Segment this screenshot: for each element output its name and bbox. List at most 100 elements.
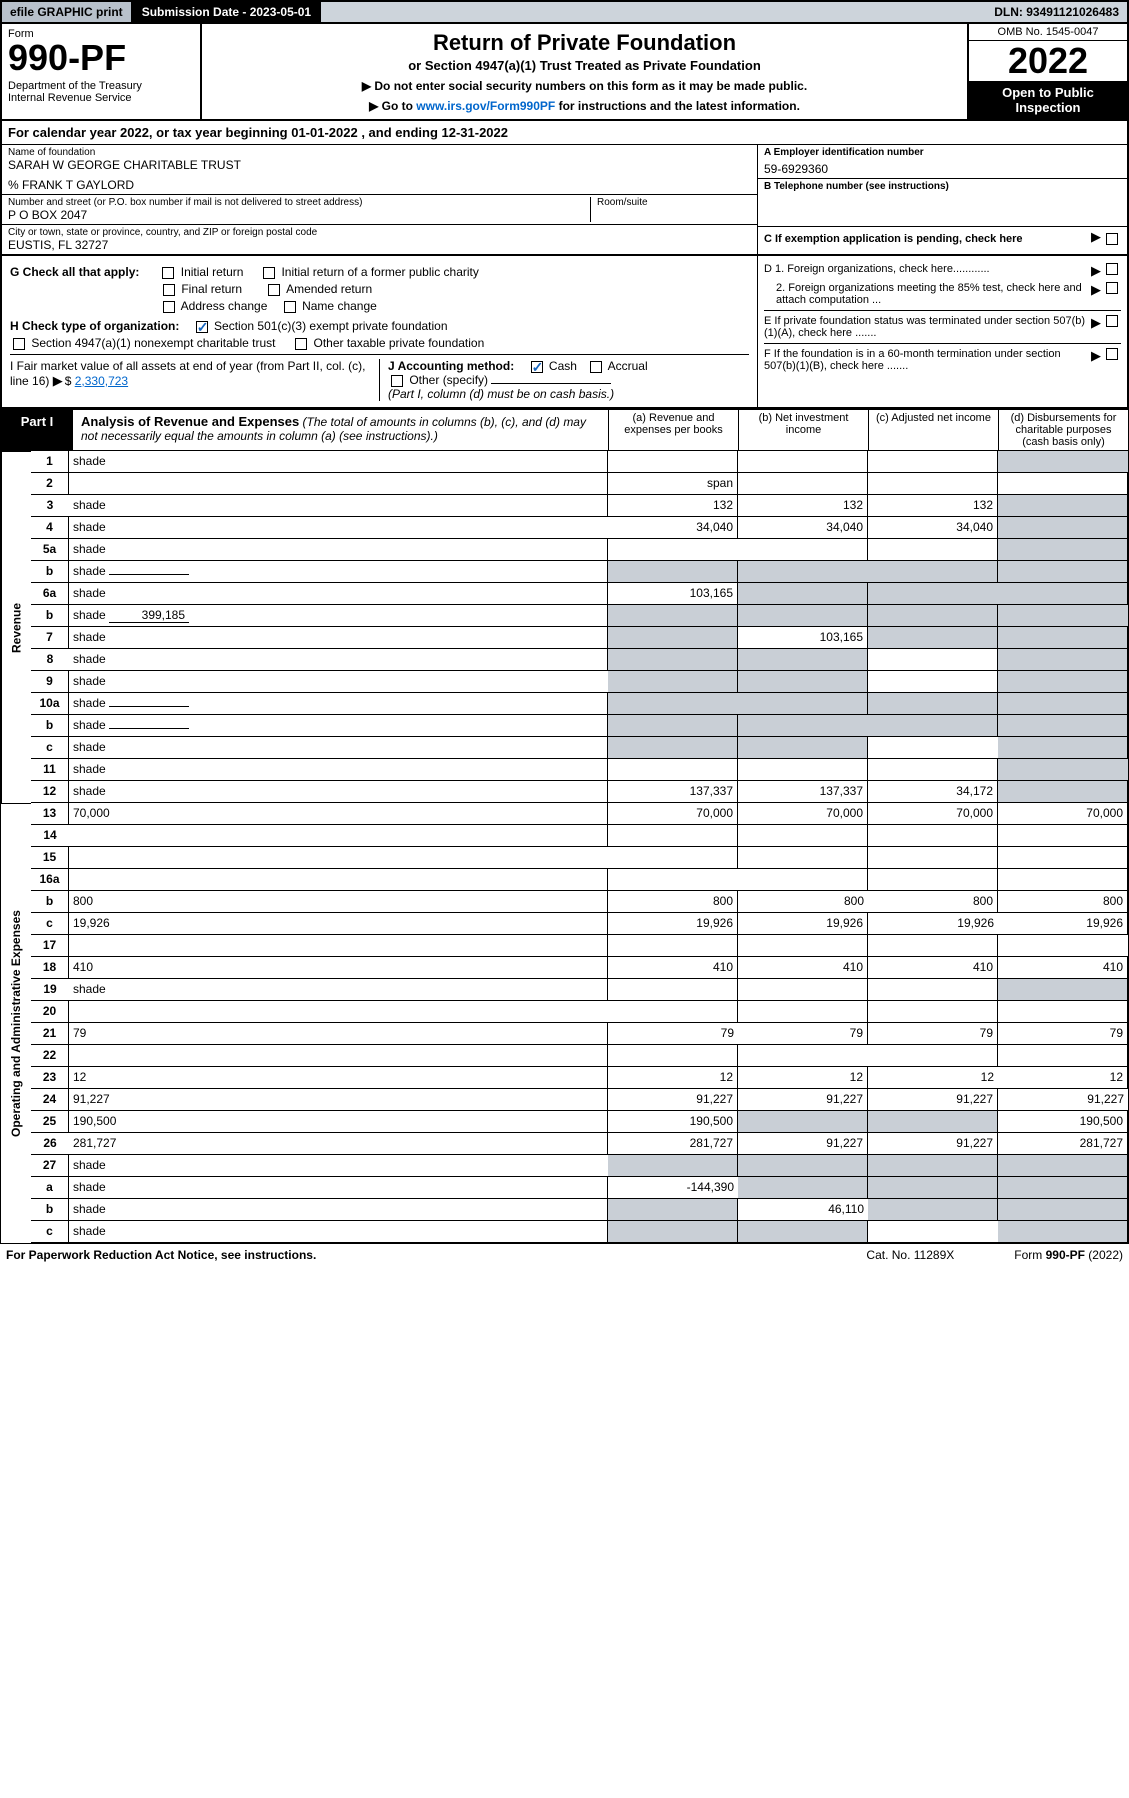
form-note-2: ▶ Go to www.irs.gov/Form990PF for instru… bbox=[212, 99, 957, 113]
row-desc: shade bbox=[69, 737, 608, 759]
row-desc: 91,227 bbox=[69, 1089, 608, 1111]
e-label: E If private foundation status was termi… bbox=[764, 315, 1091, 339]
row-desc: shade bbox=[69, 495, 608, 517]
row-desc: shade bbox=[69, 1177, 608, 1199]
row-num: 13 bbox=[31, 803, 69, 825]
form-subtitle: or Section 4947(a)(1) Trust Treated as P… bbox=[212, 58, 957, 73]
g-address-change[interactable] bbox=[163, 301, 175, 313]
row-desc: shade bbox=[69, 715, 608, 737]
h-label: H Check type of organization: bbox=[10, 319, 179, 333]
g-amended[interactable] bbox=[268, 284, 280, 296]
row-num: 4 bbox=[31, 517, 69, 539]
row-num: 6a bbox=[31, 583, 69, 605]
c-label: C If exemption application is pending, c… bbox=[764, 233, 1023, 245]
address-row: Number and street (or P.O. box number if… bbox=[2, 195, 757, 225]
row-num: 15 bbox=[31, 847, 69, 869]
col-a-header: (a) Revenue and expenses per books bbox=[608, 410, 738, 450]
form-ref: Form 990-PF (2022) bbox=[1014, 1248, 1123, 1262]
foundation-info: Name of foundation SARAH W GEORGE CHARIT… bbox=[0, 145, 1129, 256]
row-num: c bbox=[31, 737, 69, 759]
row-num: 5a bbox=[31, 539, 69, 561]
g-opt-4: Address change bbox=[181, 299, 268, 313]
cat-no: Cat. No. 11289X bbox=[866, 1248, 954, 1262]
row-desc: shade 399,185 bbox=[69, 605, 608, 627]
row-desc: shade bbox=[69, 979, 608, 1001]
row-desc: shade bbox=[69, 561, 608, 583]
revenue-section-label: Revenue bbox=[1, 451, 31, 803]
j-cash[interactable] bbox=[531, 361, 543, 373]
room-label: Room/suite bbox=[597, 197, 751, 208]
d1-checkbox[interactable] bbox=[1106, 263, 1118, 275]
form-note-1: ▶ Do not enter social security numbers o… bbox=[212, 79, 957, 93]
g-initial-return[interactable] bbox=[162, 267, 174, 279]
row-desc bbox=[69, 473, 608, 495]
form-header: Form 990-PF Department of the Treasury I… bbox=[0, 24, 1129, 121]
row-desc bbox=[69, 1001, 608, 1023]
form-title: Return of Private Foundation bbox=[212, 30, 957, 56]
h-other-taxable[interactable] bbox=[295, 338, 307, 350]
i-value[interactable]: 2,330,723 bbox=[75, 374, 128, 388]
row-desc bbox=[69, 935, 608, 957]
part1-label: Part I bbox=[1, 410, 73, 450]
h-4947a1[interactable] bbox=[13, 338, 25, 350]
f-checkbox[interactable] bbox=[1106, 348, 1118, 360]
row-desc: shade bbox=[69, 1199, 608, 1221]
part1-title-cell: Analysis of Revenue and Expenses (The to… bbox=[73, 410, 608, 450]
c-exemption-row: C If exemption application is pending, c… bbox=[758, 227, 1127, 247]
row-num: 2 bbox=[31, 473, 69, 495]
row-num: 10a bbox=[31, 693, 69, 715]
d2-label: 2. Foreign organizations meeting the 85%… bbox=[776, 282, 1091, 306]
ein-label: A Employer identification number bbox=[764, 147, 924, 158]
row-num: 1 bbox=[31, 451, 69, 473]
g-initial-former[interactable] bbox=[263, 267, 275, 279]
c-checkbox[interactable] bbox=[1106, 233, 1118, 245]
row-num: 17 bbox=[31, 935, 69, 957]
efile-print-button[interactable]: efile GRAPHIC print bbox=[2, 2, 132, 22]
i-block: I Fair market value of all assets at end… bbox=[10, 359, 379, 401]
row-desc: 410 bbox=[69, 957, 608, 979]
row-desc: 190,500 bbox=[69, 1111, 608, 1133]
j-accrual[interactable] bbox=[590, 361, 602, 373]
expenses-section-label: Operating and Administrative Expenses bbox=[1, 803, 31, 1243]
g-label: G Check all that apply: bbox=[10, 265, 139, 279]
irs-link[interactable]: www.irs.gov/Form990PF bbox=[416, 99, 555, 113]
row-desc: shade bbox=[69, 517, 608, 539]
tax-year: 2022 bbox=[969, 41, 1127, 81]
foundation-name-row: Name of foundation SARAH W GEORGE CHARIT… bbox=[2, 145, 757, 195]
d2-checkbox[interactable] bbox=[1106, 282, 1118, 294]
part1-title: Analysis of Revenue and Expenses bbox=[81, 414, 299, 429]
row-desc: shade bbox=[69, 1155, 608, 1177]
h-opt-1: Section 4947(a)(1) nonexempt charitable … bbox=[31, 336, 275, 350]
row-num: 9 bbox=[31, 671, 69, 693]
ein-row: A Employer identification number 59-6929… bbox=[758, 145, 1127, 179]
g-opt-3: Amended return bbox=[286, 282, 372, 296]
col-d-header: (d) Disbursements for charitable purpose… bbox=[998, 410, 1128, 450]
row-num: 19 bbox=[31, 979, 69, 1001]
note2-pre: ▶ Go to bbox=[369, 99, 416, 113]
city-row: City or town, state or province, country… bbox=[2, 225, 757, 254]
row-num: a bbox=[31, 1177, 69, 1199]
row-num: c bbox=[31, 1221, 69, 1243]
j-opt-1: Accrual bbox=[608, 359, 648, 373]
addr-label: Number and street (or P.O. box number if… bbox=[8, 197, 584, 208]
e-checkbox[interactable] bbox=[1106, 315, 1118, 327]
j-label: J Accounting method: bbox=[388, 359, 514, 373]
h-501c3[interactable] bbox=[196, 321, 208, 333]
row-num: 7 bbox=[31, 627, 69, 649]
row-num: 8 bbox=[31, 649, 69, 671]
g-name-change[interactable] bbox=[284, 301, 296, 313]
city-label: City or town, state or province, country… bbox=[8, 227, 751, 238]
row-num: b bbox=[31, 561, 69, 583]
row-num: 24 bbox=[31, 1089, 69, 1111]
telephone-row: B Telephone number (see instructions) bbox=[758, 179, 1127, 227]
row-desc bbox=[69, 1045, 608, 1067]
g-final-return[interactable] bbox=[163, 284, 175, 296]
dln: DLN: 93491121026483 bbox=[986, 2, 1127, 22]
j-other[interactable] bbox=[391, 375, 403, 387]
row-desc: 70,000 bbox=[69, 803, 608, 825]
g-row: G Check all that apply: Initial return I… bbox=[10, 265, 749, 279]
row-desc bbox=[69, 869, 608, 891]
row-desc: shade bbox=[69, 693, 608, 715]
form-title-block: Return of Private Foundation or Section … bbox=[202, 24, 967, 119]
row-num: 16a bbox=[31, 869, 69, 891]
